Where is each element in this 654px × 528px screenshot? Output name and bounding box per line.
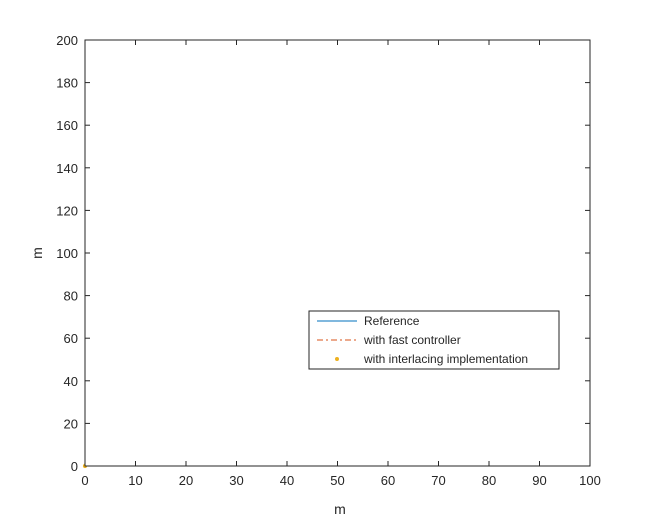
x-tick-label: 30 [229,473,243,488]
axes-layer: 0 10 20 30 40 50 60 70 80 90 100 0 20 40 60 80 100 120 140… [56,33,601,488]
legend-entry-with-interlacing-implementation-label: with interlacing implementation [363,352,528,366]
y-tick-label: 160 [56,118,78,133]
x-axis-label: m [334,501,346,517]
y-tick-label: 60 [64,331,78,346]
x-tick-label: 60 [381,473,395,488]
y-tick-label: 140 [56,161,78,176]
legend: Reference with fast controller with interl… [308,310,560,370]
y-tick-label: 100 [56,246,78,261]
legend-entry-reference-label: Reference [364,314,420,328]
x-tick-label: 70 [431,473,445,488]
x-tick-label: 90 [532,473,546,488]
x-tick-label: 40 [280,473,294,488]
y-tick-label: 80 [64,289,78,304]
x-tick-label: 20 [179,473,193,488]
y-tick-label: 40 [64,374,78,389]
x-tick-label: 80 [482,473,496,488]
y-tick-label: 200 [56,33,78,48]
x-tick-label: 50 [330,473,344,488]
y-tick-label: 20 [64,416,78,431]
x-tick-label: 0 [81,473,88,488]
y-tick-label: 0 [71,459,78,474]
legend-entry-with-interlacing-implementation-marker [335,357,339,361]
axes-box [84,39,591,467]
y-tick-label: 180 [56,76,78,91]
legend-entry-with-fast-controller-label: with fast controller [363,333,461,347]
x-tick-label: 100 [579,473,601,488]
y-tick-label: 120 [56,203,78,218]
y-axis-label: m [29,247,45,259]
x-tick-label: 10 [128,473,142,488]
